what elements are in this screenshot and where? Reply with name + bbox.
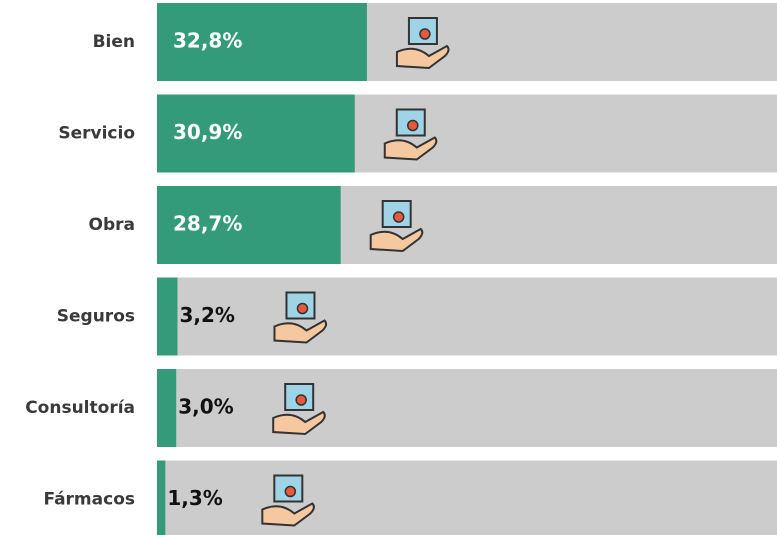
bar-track <box>157 277 777 356</box>
icon-shape <box>273 474 304 503</box>
category-label: Seguros <box>57 307 135 327</box>
icon <box>383 108 438 161</box>
bar <box>157 94 355 173</box>
icon-shape <box>284 485 297 498</box>
icon-shape <box>407 17 438 45</box>
value-label: 3,2% <box>179 303 234 327</box>
icon-shape <box>295 394 307 406</box>
bar <box>157 3 367 81</box>
category-label: Fármacos <box>43 490 135 510</box>
icon-shape <box>419 28 431 40</box>
icon-shape <box>273 319 328 344</box>
icon-shape <box>395 44 450 70</box>
bar <box>157 369 177 447</box>
value-label: 30,9% <box>173 120 242 144</box>
icon-shape <box>407 119 419 132</box>
icon <box>273 291 328 344</box>
icon-shape <box>272 410 326 436</box>
category-label: Bien <box>93 32 135 52</box>
category-label: Consultoría <box>25 398 135 418</box>
value-label: 3,0% <box>178 395 233 419</box>
icon <box>369 200 424 253</box>
bar <box>157 277 178 356</box>
icon-shape <box>392 211 405 223</box>
icon <box>272 383 326 436</box>
value-label: 28,7% <box>173 212 242 236</box>
bar <box>157 460 166 535</box>
category-label: Servicio <box>58 124 135 144</box>
icon-shape <box>261 502 315 527</box>
category-label: Obra <box>89 215 135 235</box>
bar-track <box>157 460 777 535</box>
bar-track <box>157 369 777 447</box>
bar <box>157 186 341 264</box>
value-label: 1,3% <box>167 486 222 510</box>
icon <box>261 474 315 527</box>
icon <box>395 17 450 70</box>
value-label: 32,8% <box>173 29 242 53</box>
icon-shape <box>383 136 438 161</box>
icon-shape <box>296 302 309 315</box>
icon-shape <box>369 227 424 253</box>
